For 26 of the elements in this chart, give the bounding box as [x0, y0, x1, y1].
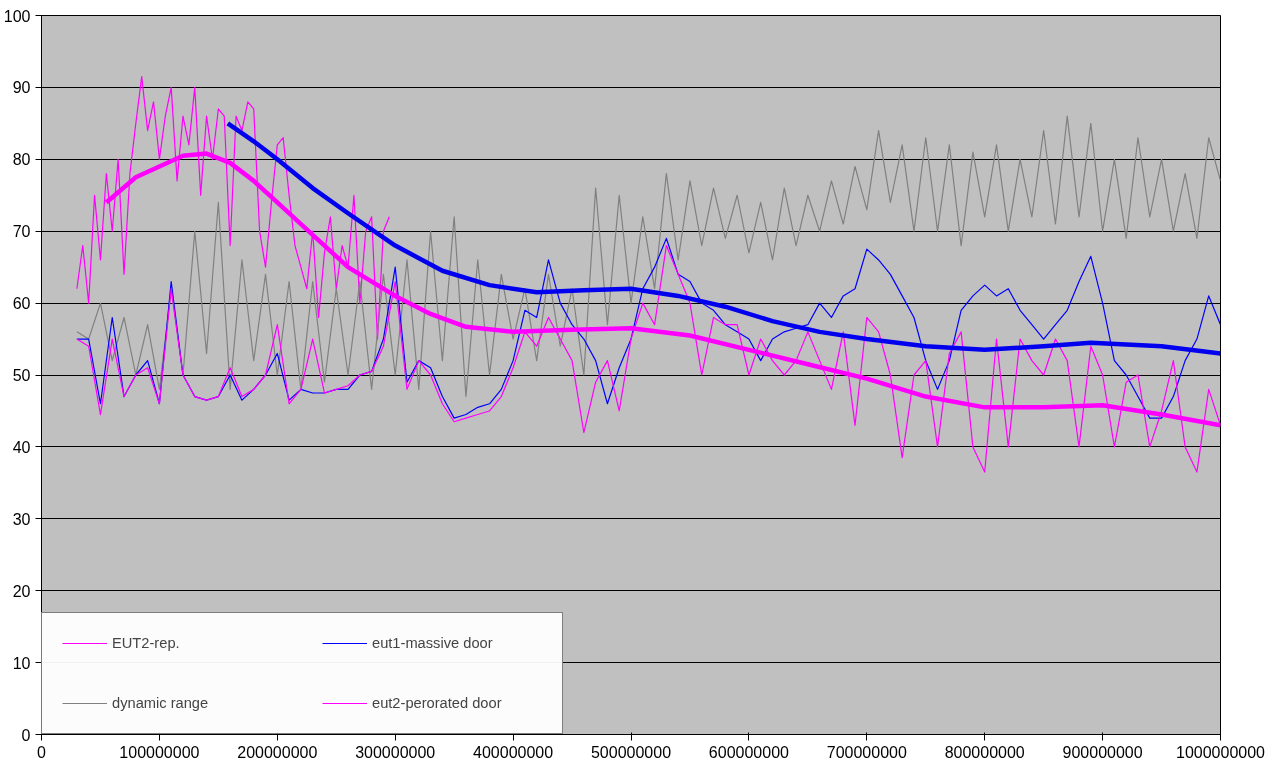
x-tick-label: 0	[37, 743, 47, 761]
x-tick-label: 800000000	[944, 743, 1025, 761]
legend-label: dynamic range	[112, 695, 210, 711]
x-tick-label: 900000000	[1062, 743, 1143, 761]
y-tick-label: 60	[12, 295, 31, 313]
x-tick-label: 100000000	[119, 743, 200, 761]
legend-label: eut2-perorated door	[372, 695, 503, 711]
y-tick-label: 30	[12, 510, 31, 528]
x-tick-label: 400000000	[473, 743, 554, 761]
x-tick-label: 700000000	[826, 743, 907, 761]
y-tick-label: 50	[12, 367, 31, 384]
y-tick-label: 20	[12, 582, 31, 600]
y-tick-label: 10	[12, 654, 31, 672]
y-tick-label: 70	[12, 223, 31, 241]
legend-label: EUT2-rep.	[112, 635, 181, 651]
x-tick-label: 300000000	[355, 743, 436, 761]
x-tick-label: 600000000	[708, 743, 790, 761]
y-tick-label: 40	[12, 438, 31, 456]
y-tick-label: 90	[12, 79, 31, 97]
y-tick-label: 100	[3, 7, 31, 25]
x-tick-label: 1000000000	[1176, 743, 1266, 761]
y-tick-label: 0	[21, 726, 31, 744]
y-tick-label: 80	[12, 151, 31, 169]
x-tick-label: 500000000	[590, 743, 672, 761]
x-tick-label: 200000000	[237, 743, 318, 761]
legend-label: eut1-massive door	[372, 635, 494, 651]
